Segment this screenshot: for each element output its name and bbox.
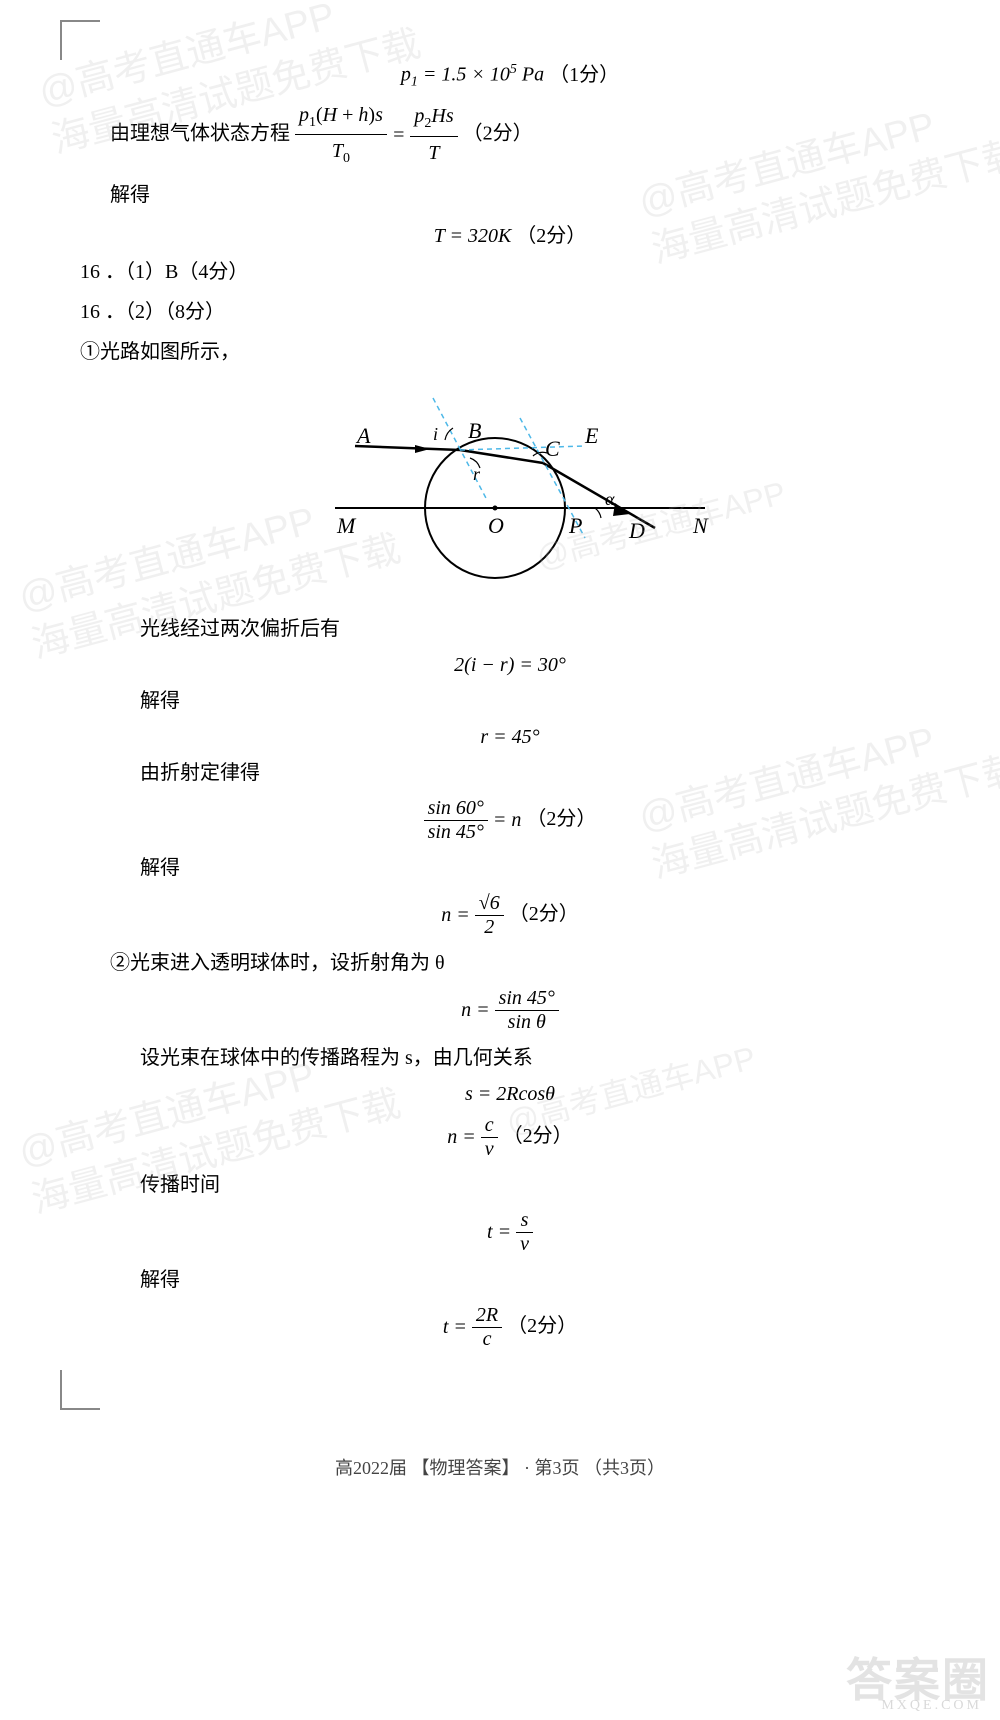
optics-diagram: A B C E D M O P N i r α (80, 388, 940, 593)
formula-r: r = 45° (80, 725, 940, 749)
label-M: M (336, 513, 357, 538)
formula-n-theta: n = sin 45° sin θ (80, 987, 940, 1034)
corner-mark-top (60, 20, 100, 60)
solve-2: 解得 (140, 685, 940, 717)
label-A: A (355, 423, 371, 448)
time-label: 传播时间 (140, 1169, 940, 1201)
formula-T: T = 320K （2分） (80, 219, 940, 249)
q16-2: 16 ．（2）（8分） (80, 296, 940, 328)
light-path-label: ①光路如图所示， (80, 336, 940, 368)
label-i: i (433, 424, 438, 444)
solve-4: 解得 (140, 1264, 940, 1296)
corner-mark-bottom (60, 1370, 100, 1410)
formula-n-cv: n = c v （2分） (80, 1114, 940, 1161)
label-N: N (692, 513, 709, 538)
formula-t-sv: t = s v (80, 1209, 940, 1256)
solve-1: 解得 (110, 179, 940, 211)
snell-label: 由折射定律得 (140, 757, 940, 789)
formula-2ir: 2(i − r) = 30° (80, 653, 940, 677)
label-r: r (473, 464, 481, 484)
label-alpha: α (605, 489, 615, 509)
q16-1: 16 ．（1）B（4分） (80, 256, 940, 288)
formula-p1: p1 = 1.5 × 105 Pa （1分） (80, 58, 940, 91)
label-B: B (468, 418, 481, 443)
ideal-gas-line: 由理想气体状态方程 p1(H + h)s T0 = p2Hs T （2分） (110, 99, 940, 171)
formula-n-result: n = √6 2 （2分） (80, 892, 940, 939)
after-refraction: 光线经过两次偏折后有 (140, 613, 940, 645)
solve-3: 解得 (140, 852, 940, 884)
formula-s: s = 2Rcosθ (80, 1082, 940, 1106)
label-C: C (545, 436, 560, 461)
part2-label: ②光束进入透明球体时，设折射角为 θ (110, 947, 940, 979)
formula-t-result: t = 2R c （2分） (80, 1304, 940, 1351)
page-footer: 高2022届 【物理答案】 · 第3页 （共3页） (0, 1454, 1000, 1480)
label-O: O (488, 513, 504, 538)
label-D: D (628, 518, 645, 543)
path-s-label: 设光束在球体中的传播路程为 s，由几何关系 (140, 1042, 940, 1074)
label-P: P (568, 513, 582, 538)
label-E: E (584, 423, 599, 448)
answer-badge-sub: MXQE.COM (881, 1698, 982, 1714)
formula-snell: sin 60° sin 45° = n （2分） (80, 797, 940, 844)
